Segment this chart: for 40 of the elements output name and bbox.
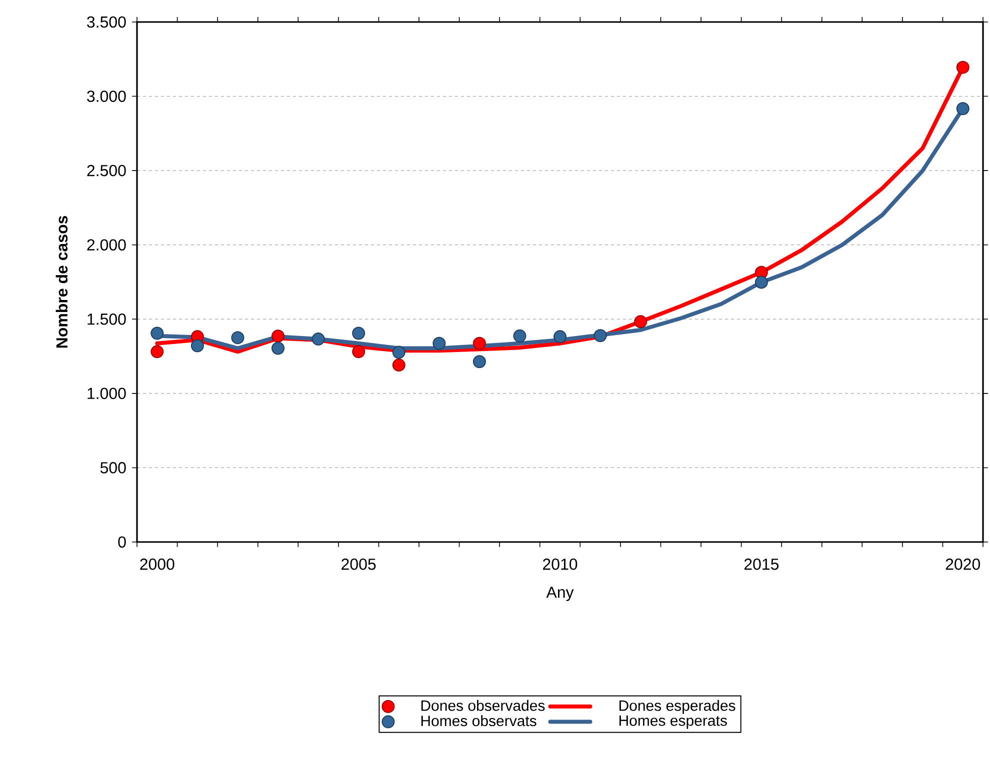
y-tick-label: 3.500 — [87, 16, 126, 28]
legend-label: Dones esperades — [619, 700, 736, 714]
point — [956, 60, 970, 74]
y-tick-label: 1.500 — [88, 313, 126, 325]
x-tick-label: 2015 — [744, 558, 779, 570]
legend-label: Homes observats — [421, 715, 536, 726]
y-tick-label: 500 — [100, 462, 126, 474]
y-tick-label: 2.500 — [87, 164, 126, 176]
point — [272, 342, 285, 355]
point — [956, 102, 970, 116]
point — [754, 276, 768, 289]
point — [472, 355, 486, 368]
point — [392, 358, 406, 372]
x-tick-label: 2020 — [946, 558, 980, 570]
point — [190, 339, 204, 352]
point — [272, 330, 285, 343]
y-tick-label: 2.000 — [87, 239, 126, 251]
x-axis-title: Any — [546, 586, 574, 602]
point — [554, 330, 567, 344]
point — [312, 332, 325, 346]
point — [352, 326, 366, 340]
point — [472, 336, 486, 350]
point — [150, 345, 164, 358]
legend-label: Homes esperats — [619, 715, 727, 729]
point — [513, 329, 526, 342]
point — [150, 326, 164, 340]
y-tick-label: 0 — [118, 536, 126, 548]
point — [231, 331, 244, 344]
point — [392, 346, 406, 359]
y-tick-label: 3.000 — [87, 90, 126, 102]
point — [634, 315, 648, 328]
x-tick-label: 2000 — [140, 558, 174, 570]
x-tick-label: 2010 — [543, 558, 578, 570]
point — [352, 345, 366, 358]
y-tick-label: 1.000 — [88, 388, 126, 400]
point — [594, 329, 607, 342]
x-tick-label: 2005 — [342, 558, 376, 570]
legend-label: Dones observades — [421, 700, 545, 711]
y-axis-title: Nombre de casos — [56, 216, 68, 348]
point — [432, 336, 446, 350]
